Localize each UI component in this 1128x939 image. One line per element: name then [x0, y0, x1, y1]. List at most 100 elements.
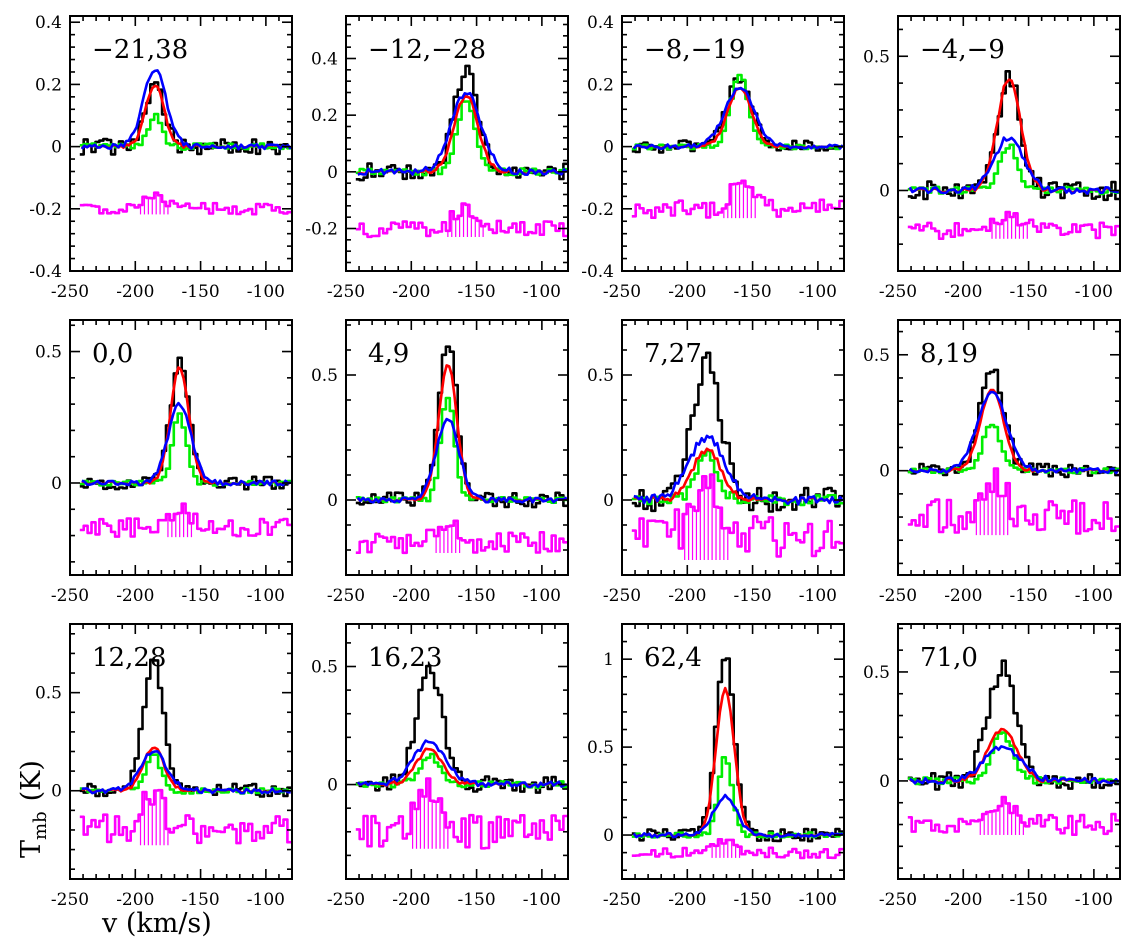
- x-tick-label: -150: [1009, 586, 1047, 606]
- y-tick-label: 0.5: [863, 47, 890, 67]
- plot-area: [631, 657, 844, 860]
- model-c-series: [357, 91, 568, 176]
- panel-position-label: −21,38: [92, 35, 188, 65]
- x-tick-label: -200: [116, 890, 154, 910]
- panel-frame: [69, 319, 293, 576]
- x-tick-label: -250: [879, 282, 917, 302]
- panel-frame: [345, 319, 569, 576]
- model-b-series: [631, 73, 844, 151]
- panel: -250 -200 -150 -100 0 0.5 1 62,4: [587, 623, 845, 910]
- model-c-series: [632, 86, 844, 150]
- model-a-series: [909, 388, 1120, 474]
- x-tick-label: -150: [181, 890, 219, 910]
- x-tick-label: -150: [733, 282, 771, 302]
- panel-position-label: 71,0: [920, 643, 978, 673]
- x-tick-label: -200: [944, 586, 982, 606]
- plot-area: [907, 659, 1120, 836]
- x-tick-label: -150: [457, 282, 495, 302]
- panel: -250 -200 -150 -100 0 0.5 7,27: [587, 319, 845, 606]
- y-tick-label: 0: [327, 491, 338, 511]
- x-tick-label: -200: [116, 282, 154, 302]
- x-tick-label: -250: [879, 586, 917, 606]
- panel-frame: [897, 623, 1121, 880]
- residual-series: [631, 179, 844, 219]
- model-c-series: [909, 745, 1120, 785]
- y-tick-label: 0: [327, 163, 338, 183]
- panel-grid: -250 -200 -150 -100 -0.4 -0.2 0 0.2 0.4 −21,38 -25…: [29, 13, 1121, 910]
- y-tick-label: 0.2: [311, 106, 338, 126]
- x-tick-label: -150: [457, 586, 495, 606]
- observed-series: [355, 64, 568, 182]
- residual-series: [907, 467, 1120, 535]
- model-b-series: [907, 143, 1120, 196]
- panel: -250 -200 -150 -100 -0.4 -0.2 0 0.2 0.4 −8,−19: [581, 13, 845, 302]
- model-a-series: [632, 86, 844, 150]
- panel-position-label: 7,27: [644, 339, 702, 369]
- y-tick-label: 0.2: [587, 75, 614, 95]
- x-tick-label: -200: [944, 890, 982, 910]
- panel: -250 -200 -150 -100 0 0.5 12,28: [35, 623, 293, 910]
- x-tick-label: -100: [247, 586, 285, 606]
- y-tick-label: 0: [603, 138, 614, 158]
- plot-area: [907, 70, 1120, 240]
- panel-position-label: 8,19: [920, 339, 978, 369]
- panel-position-label: 16,23: [368, 643, 442, 673]
- x-tick-label: -250: [327, 586, 365, 606]
- y-tick-label: 0: [879, 181, 890, 201]
- x-tick-label: -100: [1075, 586, 1113, 606]
- model-c-series: [908, 136, 1119, 195]
- y-tick-label: 0.5: [863, 663, 890, 683]
- y-tick-label: 1: [603, 650, 614, 670]
- observed-series: [355, 664, 568, 794]
- x-tick-label: -100: [799, 282, 837, 302]
- plot-area: [79, 658, 292, 846]
- panel-position-label: −12,−28: [368, 35, 486, 65]
- residual-series: [79, 191, 292, 216]
- x-tick-label: -100: [523, 586, 561, 606]
- x-tick-label: -200: [392, 890, 430, 910]
- y-tick-label: 0.4: [35, 13, 62, 33]
- model-c-series: [356, 417, 568, 504]
- plot-area: [79, 356, 292, 538]
- panel: -250 -200 -150 -100 0 0.5 71,0: [863, 623, 1121, 910]
- x-tick-label: -250: [879, 890, 917, 910]
- y-tick-label: -0.4: [29, 262, 62, 282]
- model-c-series: [356, 739, 568, 789]
- panel-frame: [345, 15, 569, 272]
- x-tick-label: -250: [603, 282, 641, 302]
- y-axis-label: Tmb (K): [16, 760, 51, 858]
- y-tick-label: 0: [603, 826, 614, 846]
- residual-series: [907, 795, 1120, 836]
- y-tick-label: 0: [51, 782, 62, 802]
- x-tick-label: -250: [603, 586, 641, 606]
- x-tick-label: -150: [181, 282, 219, 302]
- plot-area: [631, 351, 844, 560]
- x-tick-label: -100: [523, 890, 561, 910]
- plot-area: [355, 345, 568, 555]
- panel-frame: [621, 15, 845, 272]
- y-tick-label: 0: [879, 772, 890, 792]
- x-tick-label: -150: [181, 586, 219, 606]
- plot-area: [355, 664, 568, 850]
- panel: -250 -200 -150 -100 -0.4 -0.2 0 0.2 0.4 −21,38: [29, 13, 293, 302]
- residual-series: [355, 777, 568, 850]
- y-tick-label: 0.5: [311, 658, 338, 678]
- y-tick-label: 0: [327, 776, 338, 796]
- model-b-series: [79, 412, 292, 487]
- panel-frame: [621, 319, 845, 576]
- x-tick-label: -250: [51, 586, 89, 606]
- observed-series: [79, 658, 292, 798]
- panel-position-label: 4,9: [368, 339, 409, 369]
- y-tick-label: -0.2: [581, 200, 614, 220]
- x-tick-label: -250: [327, 890, 365, 910]
- plot-area: [631, 73, 844, 219]
- y-axis-label-main: T: [16, 840, 47, 858]
- x-tick-label: -150: [1009, 890, 1047, 910]
- y-tick-label: 0: [51, 474, 62, 494]
- x-tick-label: -200: [944, 282, 982, 302]
- y-tick-label: -0.2: [305, 220, 338, 240]
- y-tick-label: 0.4: [587, 13, 614, 33]
- panel-frame: [345, 623, 569, 880]
- x-tick-label: -100: [799, 586, 837, 606]
